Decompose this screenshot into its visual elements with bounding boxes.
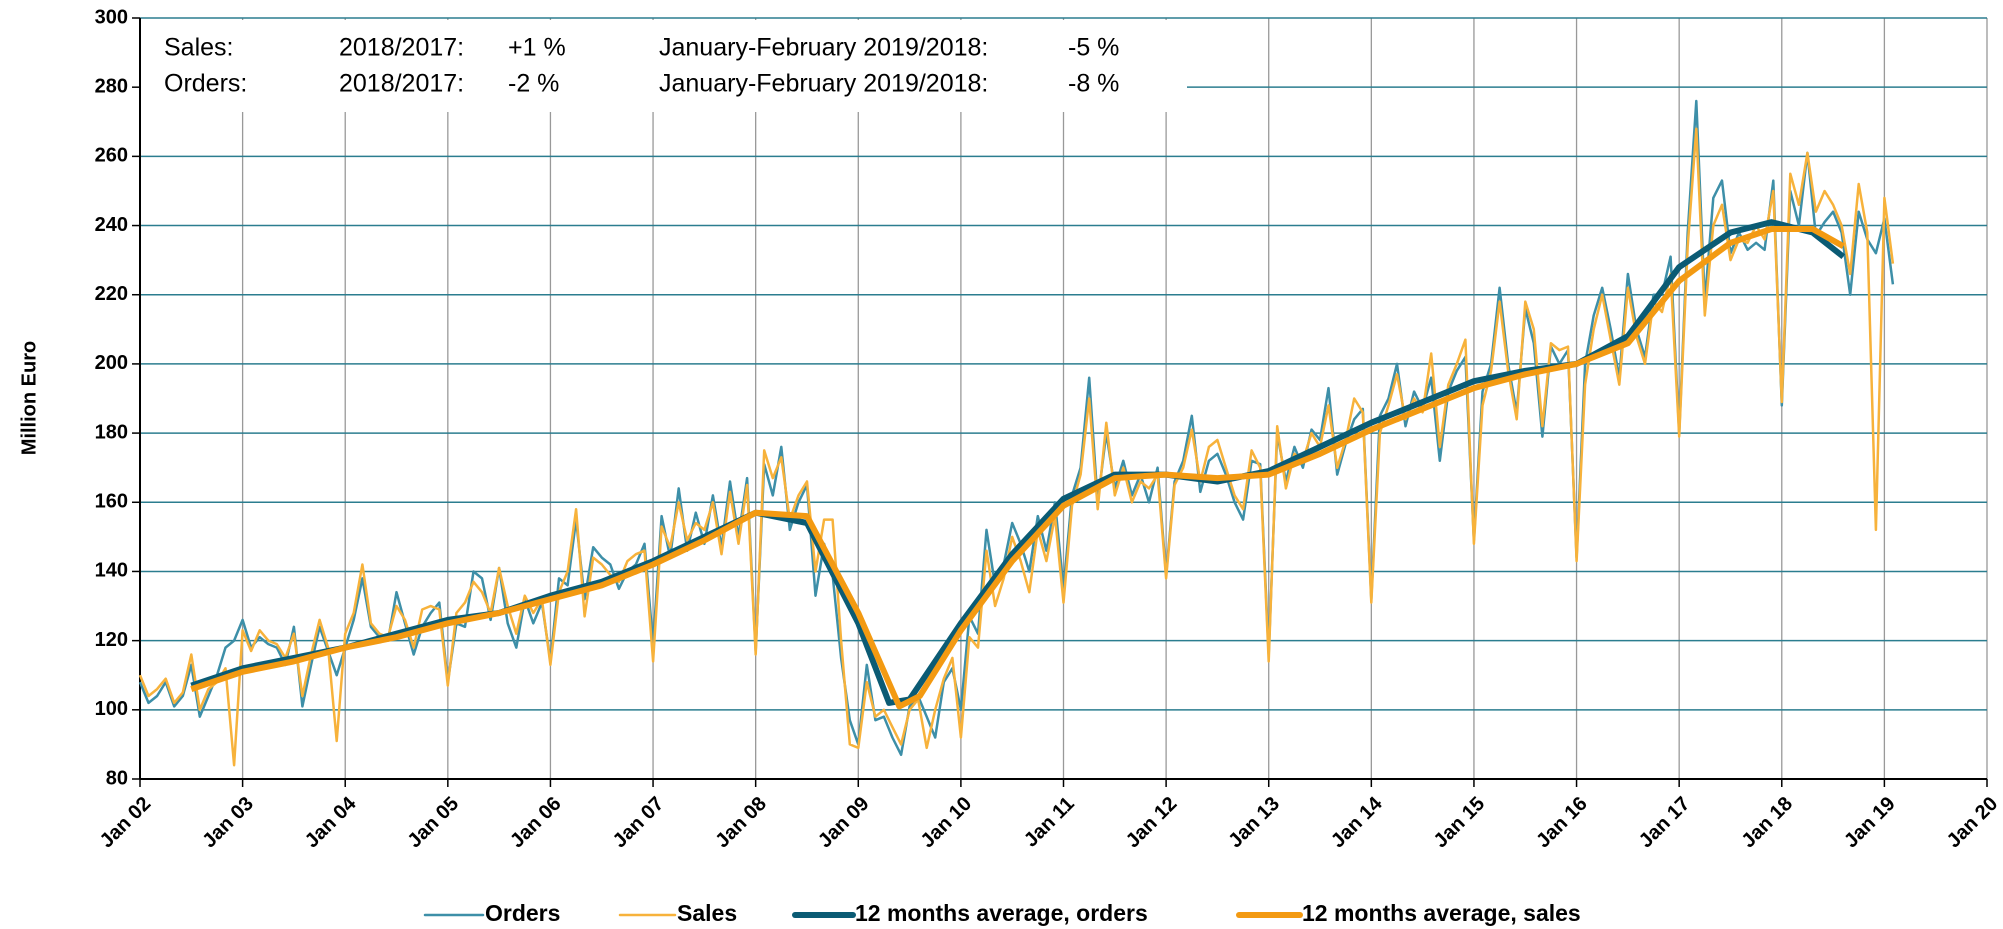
x-tick-label: Jan 18 (1737, 793, 1797, 853)
x-tick-label: Jan 15 (1430, 793, 1490, 853)
x-tick-label: Jan 17 (1635, 793, 1695, 853)
x-tick-label: Jan 05 (404, 793, 464, 853)
annotation-text: +1 % (508, 34, 566, 62)
annotation-box (141, 20, 1187, 112)
y-tick-label: 160 (95, 491, 128, 513)
x-tick-label: Jan 08 (711, 793, 771, 853)
legend-label: 12 months average, orders (855, 900, 1148, 926)
annotation-text: -8 % (1068, 70, 1119, 98)
x-tick-label: Jan 07 (609, 793, 669, 853)
annotation-text: January-February 2019/2018: (659, 34, 988, 62)
legend-label: Sales (677, 900, 737, 926)
x-tick-label: Jan 06 (506, 793, 566, 853)
y-tick-label: 220 (95, 283, 128, 305)
annotation-text: 2018/2017: (339, 34, 464, 62)
y-tick-label: 120 (95, 629, 128, 651)
x-tick-label: Jan 16 (1532, 793, 1592, 853)
x-tick-label: Jan 04 (301, 792, 361, 852)
x-tick-label: Jan 02 (96, 793, 156, 853)
y-tick-label: 280 (95, 75, 128, 97)
x-tick-label: Jan 13 (1224, 793, 1284, 853)
annotation-text: Sales: (164, 34, 233, 62)
annotation-text: January-February 2019/2018: (659, 70, 988, 98)
y-tick-label: 180 (95, 421, 128, 443)
annotation-text: -5 % (1068, 34, 1119, 62)
x-tick-label: Jan 11 (1020, 793, 1079, 852)
y-tick-label: 240 (95, 214, 128, 236)
y-tick-label: 80 (106, 767, 128, 789)
x-tick-label: Jan 12 (1122, 793, 1182, 853)
legend-label: Orders (485, 900, 560, 926)
x-tick-label: Jan 09 (814, 793, 874, 853)
series-line (190, 226, 1845, 710)
series-line (138, 127, 1895, 767)
y-tick-label: 140 (95, 560, 128, 582)
y-axis-label: Million Euro (18, 341, 40, 455)
x-tick-label: Jan 14 (1327, 792, 1387, 852)
annotation-text: Orders: (164, 70, 247, 98)
y-tick-label: 260 (95, 145, 128, 167)
x-tick-label: Jan 10 (917, 793, 977, 853)
y-tick-label: 300 (95, 6, 128, 28)
x-tick-label: Jan 03 (198, 793, 258, 853)
y-tick-label: 100 (95, 698, 128, 720)
annotation-text: 2018/2017: (339, 70, 464, 98)
x-tick-label: Jan 20 (1943, 793, 2003, 853)
legend-label: 12 months average, sales (1302, 900, 1581, 926)
annotation-text: -2 % (508, 70, 559, 98)
series-line (138, 99, 1895, 757)
x-tick-label: Jan 19 (1840, 793, 1900, 853)
y-tick-label: 200 (95, 352, 128, 374)
